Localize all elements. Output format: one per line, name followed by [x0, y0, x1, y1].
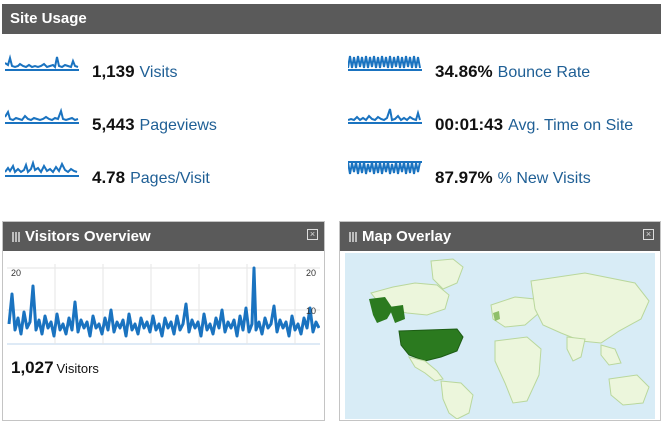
new-visits-link[interactable]: % New Visits: [497, 170, 591, 187]
world-map[interactable]: [345, 253, 655, 420]
site-usage-title: Site Usage: [10, 10, 87, 27]
avg-time-link[interactable]: Avg. Time on Site: [508, 117, 634, 134]
pageviews-link[interactable]: Pageviews: [139, 117, 217, 134]
visitors-overview-header[interactable]: Visitors Overview ×: [3, 222, 324, 251]
drag-handle-icon[interactable]: [12, 232, 20, 242]
visitors-count: 1,027 Visitors: [11, 358, 99, 378]
pages-per-visit-value: 4.78: [92, 168, 126, 187]
site-usage-header: Site Usage: [2, 4, 661, 34]
bounce-rate-sparkline: [348, 55, 422, 71]
map-overlay-panel: Map Overlay ×: [339, 221, 661, 421]
axis-left-top: 20: [11, 268, 22, 278]
world-map-svg: [369, 258, 650, 420]
metric-new-visits: 87.97%% New Visits: [348, 160, 660, 190]
new-visits-sparkline: [348, 161, 422, 175]
visits-value: 1,139: [92, 62, 135, 81]
visitors-overview-panel: Visitors Overview × 20 20 10 1,027 Visito…: [2, 221, 325, 421]
metric-bounce-rate: 34.86% Bounce Rate: [348, 54, 660, 84]
bounce-rate-value: 34.86%: [435, 62, 493, 81]
close-icon[interactable]: ×: [307, 229, 318, 240]
pageviews-sparkline: [5, 107, 79, 124]
visits-sparkline: [5, 54, 79, 71]
avg-time-sparkline: [348, 108, 422, 124]
visitors-overview-title: Visitors Overview: [25, 228, 151, 245]
map-overlay-title: Map Overlay: [362, 228, 452, 245]
visitors-line-chart: [7, 264, 321, 345]
pages-per-visit-link[interactable]: Pages/Visit: [130, 170, 210, 187]
drag-handle-icon[interactable]: [349, 232, 357, 242]
visitors-chart: 20 20 10: [7, 264, 321, 348]
visitors-count-label: Visitors: [56, 361, 99, 376]
visitors-count-value: 1,027: [11, 358, 54, 377]
close-icon[interactable]: ×: [643, 229, 654, 240]
new-visits-value: 87.97%: [435, 168, 493, 187]
map-overlay-header[interactable]: Map Overlay ×: [340, 222, 660, 251]
pageviews-value: 5,443: [92, 115, 135, 134]
metric-pageviews: 5,443 Pageviews: [5, 107, 325, 137]
avg-time-value: 00:01:43: [435, 115, 504, 134]
axis-right-mid: 10: [305, 306, 316, 316]
visits-link[interactable]: Visits: [139, 64, 178, 81]
metric-pages-per-visit: 4.78 Pages/Visit: [5, 160, 325, 190]
metric-avg-time-on-site: 00:01:43 Avg. Time on Site: [348, 107, 660, 137]
metric-visits: 1,139 Visits: [5, 54, 325, 84]
bounce-rate-link[interactable]: Bounce Rate: [497, 64, 591, 81]
pages-per-visit-sparkline: [5, 160, 79, 177]
axis-right-top: 20: [305, 268, 316, 278]
